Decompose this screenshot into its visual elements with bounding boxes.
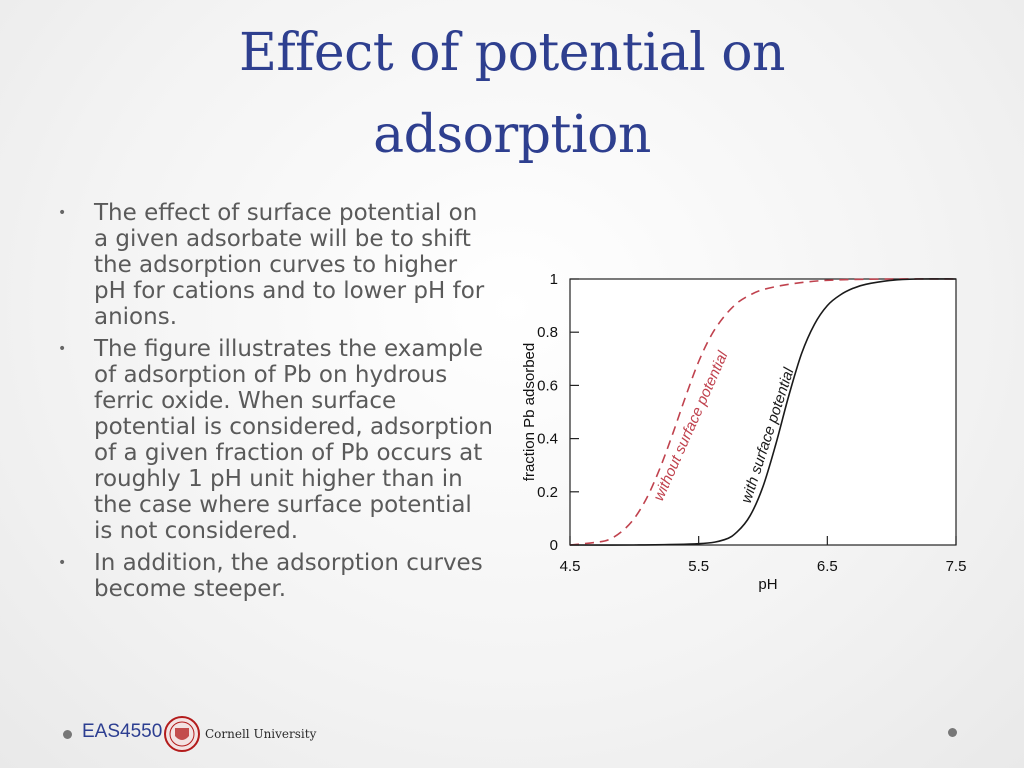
slide-title: Effect of potential on adsorption bbox=[238, 23, 786, 165]
x-tick-label: 6.5 bbox=[817, 558, 838, 575]
bullet-item: • The figure illustrates the example of a… bbox=[56, 336, 496, 544]
y-tick-label: 0.2 bbox=[537, 484, 558, 501]
series-line-with-surface-potential bbox=[569, 278, 957, 546]
x-tick-label: 7.5 bbox=[946, 558, 967, 575]
footer-dot-right bbox=[948, 728, 957, 737]
adsorption-chart: 0 0.2 0.4 0.6 0.8 1 4.5 5.5 6.5 7.5 pH fraction … bbox=[521, 271, 967, 593]
y-tick-label: 0.4 bbox=[537, 431, 558, 448]
series-lines bbox=[569, 278, 957, 546]
bullet-text: The figure illustrates the example of ad… bbox=[94, 336, 493, 544]
y-tick-label: 0.6 bbox=[537, 377, 558, 394]
bullet-list: • The effect of surface potential on a gi… bbox=[56, 200, 496, 608]
series-line-without-surface-potential bbox=[569, 278, 957, 546]
y-tick-label: 0.8 bbox=[537, 324, 558, 341]
x-axis-ticks: 4.5 5.5 6.5 7.5 bbox=[560, 536, 967, 575]
university-name: Cornell University bbox=[205, 727, 317, 741]
bullet-item: • The effect of surface potential on a gi… bbox=[56, 200, 496, 330]
y-axis-ticks: 0 0.2 0.4 0.6 0.8 1 bbox=[537, 271, 579, 554]
bullet-text: The effect of surface potential on a giv… bbox=[94, 200, 485, 330]
x-tick-label: 4.5 bbox=[560, 558, 581, 575]
y-axis-label: fraction Pb adsorbed bbox=[521, 343, 538, 481]
footer-dot-left bbox=[63, 730, 72, 739]
bullet-dot-icon: • bbox=[58, 341, 67, 357]
y-tick-label: 1 bbox=[550, 271, 558, 288]
x-tick-label: 5.5 bbox=[688, 558, 709, 575]
bullet-item: • In addition, the adsorption curves beco… bbox=[56, 550, 496, 602]
course-code: EAS4550 bbox=[82, 721, 163, 742]
plot-frame bbox=[569, 278, 957, 546]
bullet-text: In addition, the adsorption curves becom… bbox=[94, 550, 483, 602]
cornell-seal-icon bbox=[164, 716, 200, 752]
bullet-dot-icon: • bbox=[58, 205, 67, 221]
bullet-dot-icon: • bbox=[58, 555, 67, 571]
x-axis-label: pH bbox=[758, 576, 777, 593]
y-tick-label: 0 bbox=[550, 537, 558, 554]
